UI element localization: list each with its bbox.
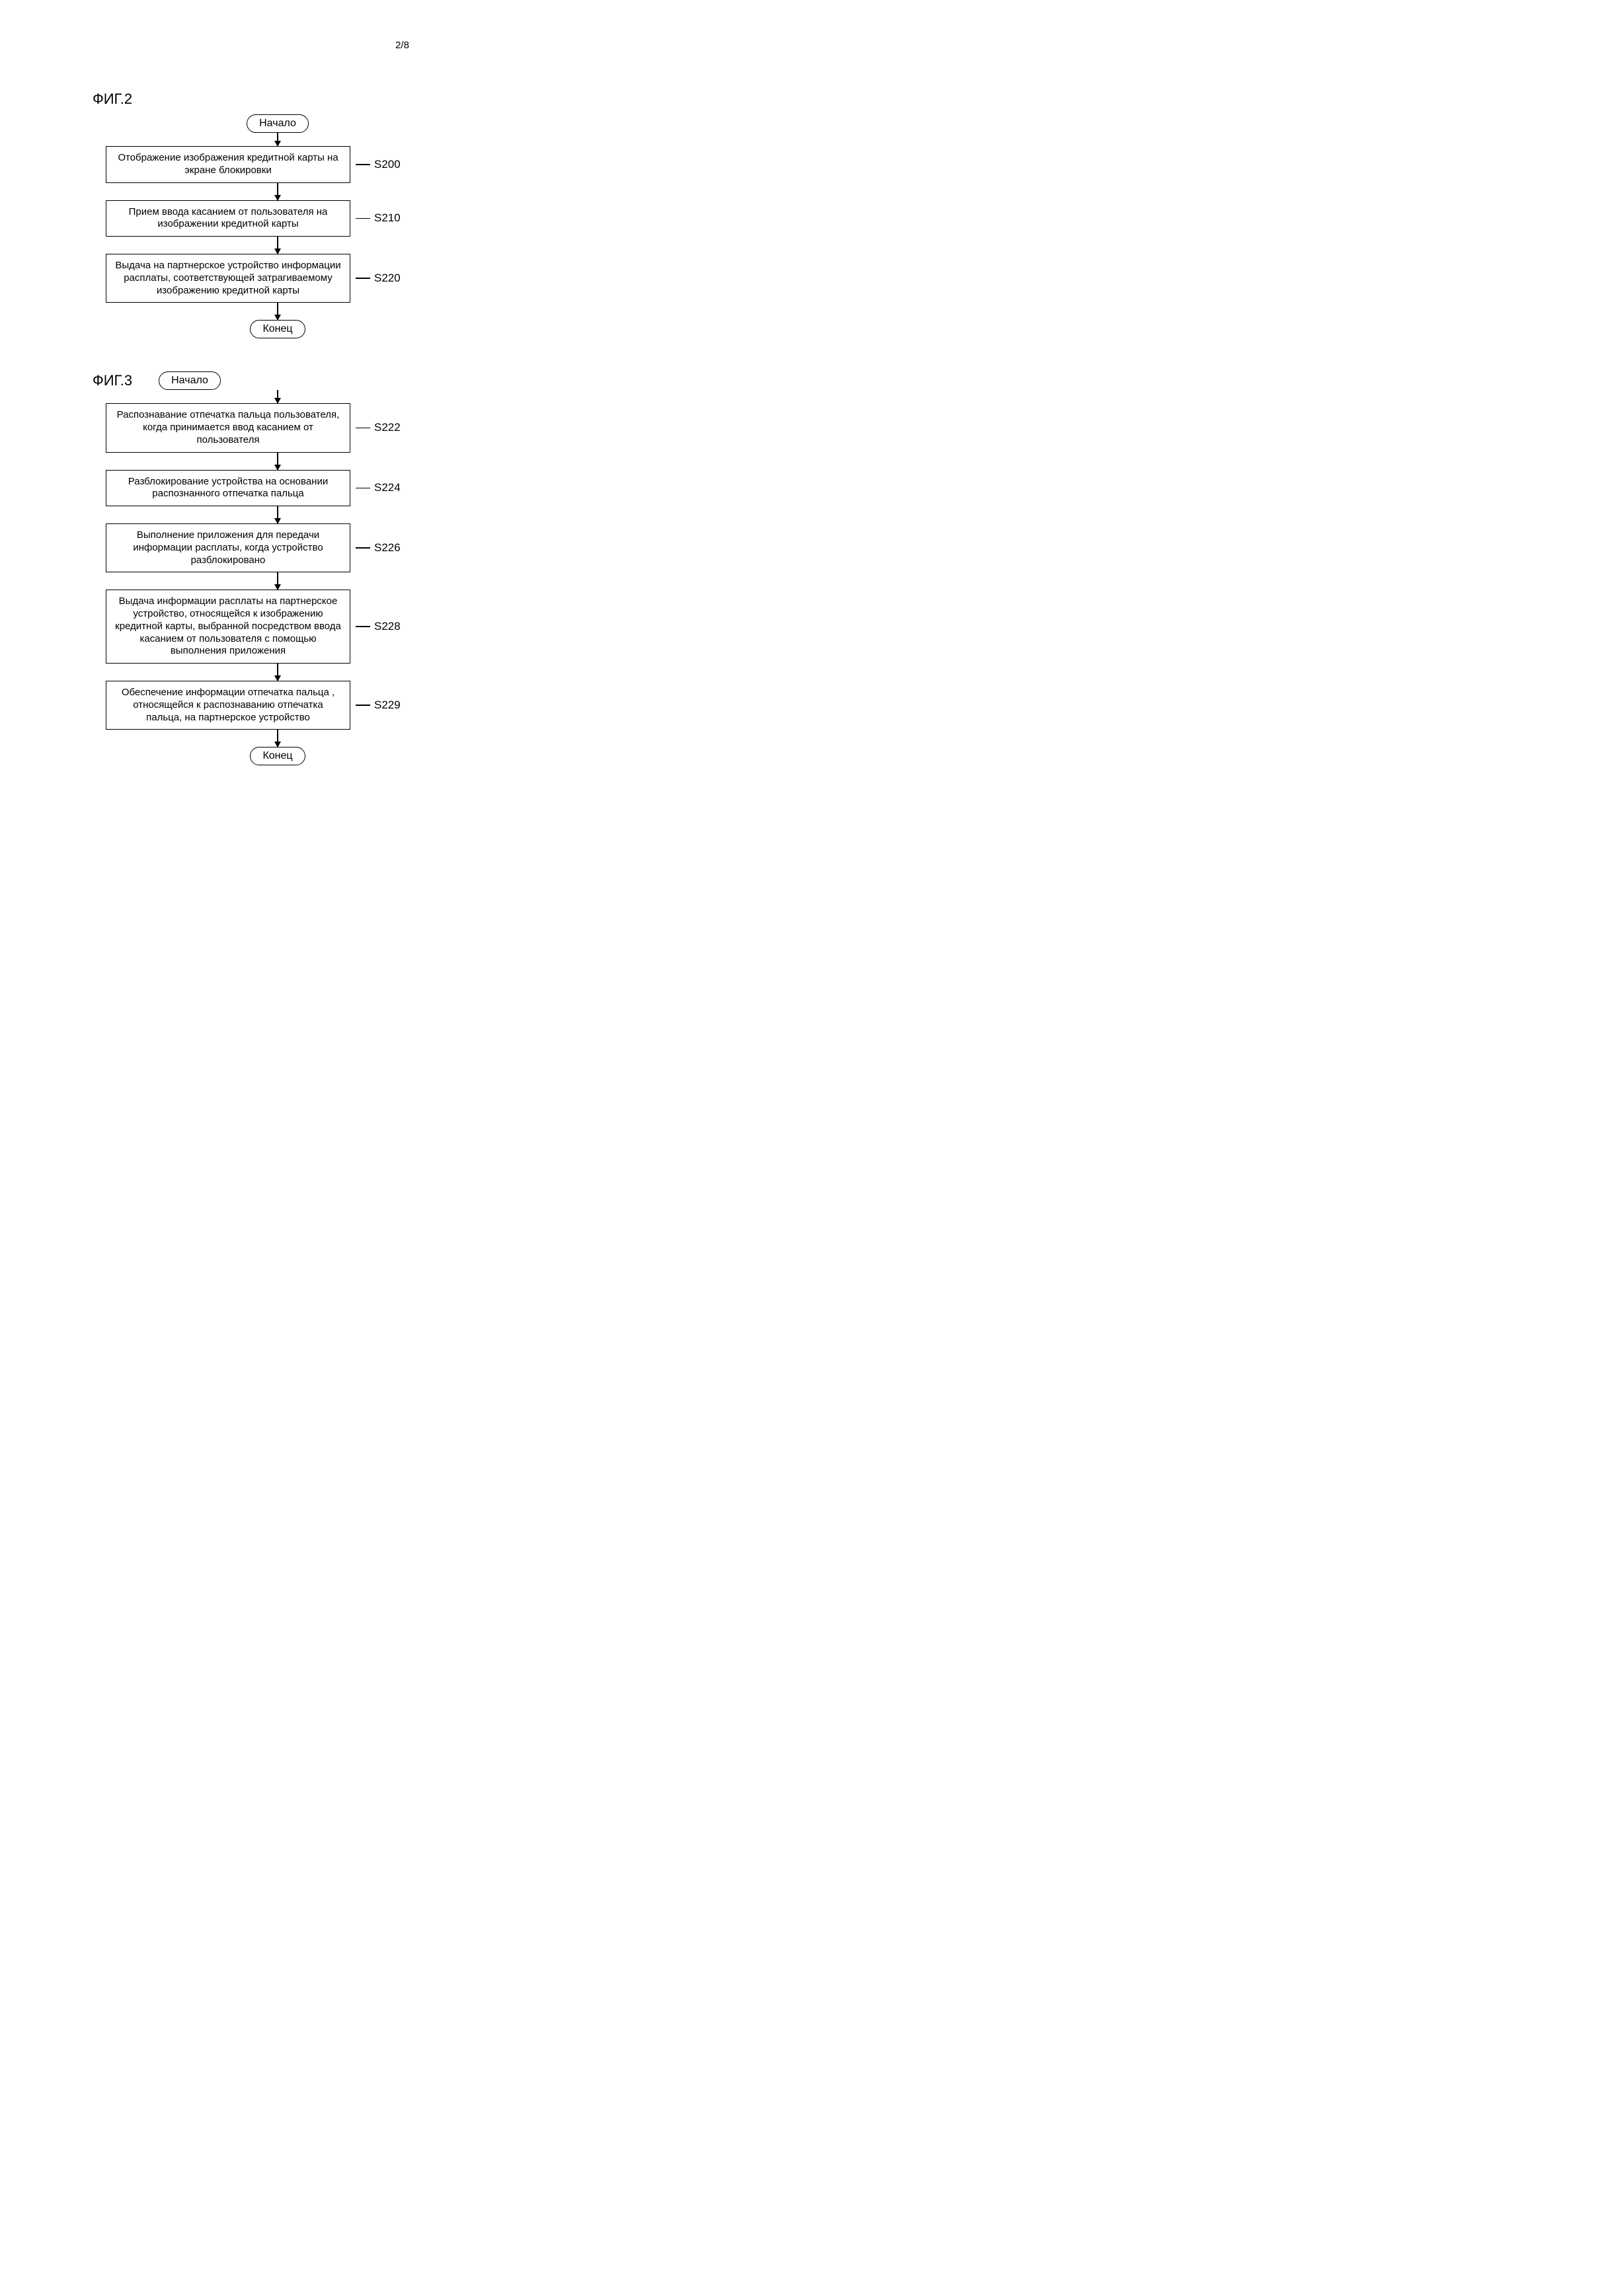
- fig3-label-2: S226: [356, 541, 401, 555]
- fig2-start: Начало: [247, 114, 309, 133]
- tick-icon: [356, 547, 370, 549]
- fig3-label-0: S222: [356, 421, 401, 434]
- figure-2: ФИГ.2 Начало Отображение изображения кре…: [79, 91, 725, 338]
- fig3-label-3: S228: [356, 620, 401, 633]
- label-text: S222: [374, 421, 401, 434]
- arrow-icon: [277, 183, 278, 200]
- fig3-step-row: Обеспечение информации отпечатка пальца …: [106, 681, 450, 730]
- fig2-step-row: Прием ввода касанием от пользователя на …: [106, 200, 450, 237]
- fig3-start: Начало: [159, 371, 221, 390]
- arrow-icon: [277, 390, 278, 403]
- fig3-step-1: Разблокирование устройства на основании …: [106, 470, 350, 507]
- arrow-icon: [277, 664, 278, 681]
- label-text: S220: [374, 272, 401, 285]
- fig3-flow: Распознавание отпечатка пальца пользоват…: [106, 390, 450, 765]
- label-text: S224: [374, 481, 401, 494]
- arrow-icon: [277, 453, 278, 470]
- tick-icon: [356, 164, 370, 165]
- arrow-icon: [277, 133, 278, 146]
- label-text: S228: [374, 620, 401, 633]
- fig3-label-1: S224: [356, 481, 401, 494]
- fig3-step-2: Выполнение приложения для передачи инфор…: [106, 523, 350, 572]
- label-text: S229: [374, 699, 401, 712]
- label-text: S226: [374, 541, 401, 555]
- fig2-label-0: S200: [356, 158, 401, 171]
- label-text: S200: [374, 158, 401, 171]
- tick-icon: [356, 218, 370, 219]
- fig2-step-row: Выдача на партнерское устройство информа…: [106, 254, 450, 303]
- arrow-icon: [277, 506, 278, 523]
- fig2-flow: Начало Отображение изображения кредитной…: [106, 114, 450, 338]
- tick-icon: [356, 626, 370, 627]
- arrow-icon: [277, 237, 278, 254]
- fig2-step-row: Отображение изображения кредитной карты …: [106, 146, 450, 183]
- page-number: 2/8: [79, 40, 725, 51]
- arrow-icon: [277, 730, 278, 747]
- arrow-icon: [277, 303, 278, 320]
- tick-icon: [356, 705, 370, 706]
- tick-icon: [356, 488, 370, 489]
- tick-icon: [356, 428, 370, 429]
- fig3-title: ФИГ.3: [93, 372, 132, 389]
- fig3-step-row: Распознавание отпечатка пальца пользоват…: [106, 403, 450, 452]
- fig2-end: Конец: [250, 320, 305, 338]
- fig3-step-4: Обеспечение информации отпечатка пальца …: [106, 681, 350, 730]
- label-text: S210: [374, 211, 401, 225]
- figure-3: ФИГ.3 Начало Распознавание отпечатка пал…: [79, 371, 725, 765]
- tick-icon: [356, 278, 370, 279]
- arrow-icon: [277, 572, 278, 590]
- fig2-label-1: S210: [356, 211, 401, 225]
- fig3-label-4: S229: [356, 699, 401, 712]
- fig3-step-row: Выполнение приложения для передачи инфор…: [106, 523, 450, 572]
- fig3-step-3: Выдача информации расплаты на партнерско…: [106, 590, 350, 664]
- fig3-step-row: Разблокирование устройства на основании …: [106, 470, 450, 507]
- fig3-step-row: Выдача информации расплаты на партнерско…: [106, 590, 450, 664]
- fig2-step-0: Отображение изображения кредитной карты …: [106, 146, 350, 183]
- fig3-step-0: Распознавание отпечатка пальца пользоват…: [106, 403, 350, 452]
- fig3-end: Конец: [250, 747, 305, 765]
- fig2-title: ФИГ.2: [93, 91, 725, 108]
- fig2-step-2: Выдача на партнерское устройство информа…: [106, 254, 350, 303]
- fig2-label-2: S220: [356, 272, 401, 285]
- fig2-step-1: Прием ввода касанием от пользователя на …: [106, 200, 350, 237]
